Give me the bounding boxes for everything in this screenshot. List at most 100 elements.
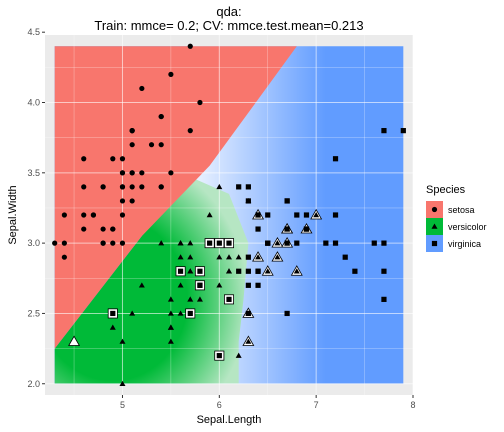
point-versicolor: [274, 240, 281, 246]
chart-title-line1: qda:: [216, 4, 241, 19]
y-axis-ticks: 2.0 2.5 3.0 3.5 4.0 4.5: [27, 27, 45, 389]
point-virginica: [342, 254, 348, 260]
point-virginica: [245, 198, 251, 204]
point-virginica: [352, 268, 358, 274]
point-setosa: [119, 240, 126, 246]
point-setosa: [129, 142, 135, 148]
point-virginica: [381, 268, 387, 274]
point-versicolor: [167, 310, 174, 316]
point-setosa: [110, 226, 116, 232]
point-versicolor: [177, 310, 184, 316]
region-setosa: [54, 46, 297, 349]
x-axis-title: Sepal.Length: [197, 414, 262, 426]
point-setosa: [119, 156, 126, 162]
point-versicolor: [167, 296, 174, 302]
y-tick-label: 3.0: [27, 238, 40, 248]
point-versicolor: [167, 324, 174, 330]
point-versicolor: [293, 268, 300, 274]
data-points: [52, 43, 406, 386]
point-virginica: [303, 226, 310, 232]
point-setosa: [158, 184, 164, 190]
point-virginica: [284, 240, 290, 246]
point-virginica: [226, 296, 232, 302]
point-setosa: [168, 71, 174, 77]
point-setosa: [119, 198, 126, 204]
point-virginica: [177, 268, 184, 274]
point-setosa: [187, 128, 193, 134]
point-virginica: [371, 240, 377, 246]
legend-marker-virginica: [431, 240, 438, 247]
point-versicolor: [235, 352, 242, 358]
point-virginica: [216, 240, 222, 246]
legend-label-setosa: setosa: [448, 205, 475, 215]
point-virginica: [332, 212, 339, 218]
point-setosa: [129, 198, 135, 204]
point-setosa: [119, 184, 126, 190]
point-versicolor: [245, 338, 252, 344]
point-versicolor: [109, 324, 116, 330]
point-virginica: [245, 254, 251, 260]
point-versicolor: [158, 240, 165, 246]
point-virginica: [294, 212, 300, 218]
point-setosa: [197, 99, 203, 106]
legend-title: Species: [426, 184, 466, 196]
point-versicolor: [138, 282, 145, 288]
point-virginica: [294, 240, 300, 246]
point-versicolor: [216, 282, 223, 288]
x-tick-label: 8: [410, 400, 415, 410]
point-versicolor: [264, 268, 271, 274]
point-virginica: [400, 128, 406, 134]
point-setosa: [110, 240, 116, 246]
point-setosa: [90, 212, 97, 218]
point-versicolor: [177, 240, 184, 246]
point-virginica: [381, 128, 387, 134]
point-virginica: [207, 240, 213, 246]
legend-entry-versicolor: versicolor: [426, 218, 487, 235]
y-tick-label: 4.5: [27, 27, 40, 37]
point-versicolor: [187, 240, 194, 246]
y-tick-label: 3.5: [27, 168, 40, 178]
point-setosa: [148, 142, 155, 148]
point-setosa: [119, 212, 126, 218]
point-versicolor: [196, 296, 203, 302]
legend-marker-versicolor: [431, 223, 438, 229]
y-tick-label: 2.5: [27, 308, 40, 318]
point-versicolor: [255, 254, 262, 260]
point-versicolor: [216, 183, 223, 190]
point-setosa: [110, 156, 116, 162]
point-virginica: [236, 184, 242, 190]
decision-regions: [54, 46, 404, 384]
point-virginica: [255, 268, 261, 274]
point-versicolor: [226, 268, 232, 274]
point-setosa: [139, 184, 145, 190]
point-virginica: [265, 240, 271, 246]
point-virginica: [332, 240, 339, 246]
point-versicolor: [167, 338, 174, 344]
point-virginica: [197, 268, 203, 274]
misclassified-point-halo: [68, 335, 81, 346]
point-setosa: [119, 170, 126, 176]
point-virginica: [255, 226, 261, 232]
legend-marker-setosa: [431, 206, 438, 213]
point-versicolor: [177, 254, 184, 260]
point-versicolor: [119, 338, 126, 344]
point-setosa: [139, 170, 145, 176]
point-setosa: [129, 128, 135, 134]
point-setosa: [139, 85, 145, 92]
point-virginica: [245, 184, 251, 190]
x-axis-ticks: 5 6 7 8: [120, 395, 416, 410]
point-setosa: [158, 113, 164, 120]
point-virginica: [284, 310, 290, 317]
point-virginica: [284, 226, 290, 232]
point-virginica: [187, 310, 193, 317]
point-setosa: [100, 240, 106, 246]
series-virginica: [107, 128, 406, 361]
point-virginica: [255, 212, 261, 218]
point-virginica: [226, 240, 232, 246]
legend-label-virginica: virginica: [448, 239, 481, 249]
point-virginica: [236, 268, 242, 274]
point-setosa: [52, 240, 58, 246]
point-versicolor: [187, 296, 194, 302]
point-setosa: [61, 212, 67, 218]
